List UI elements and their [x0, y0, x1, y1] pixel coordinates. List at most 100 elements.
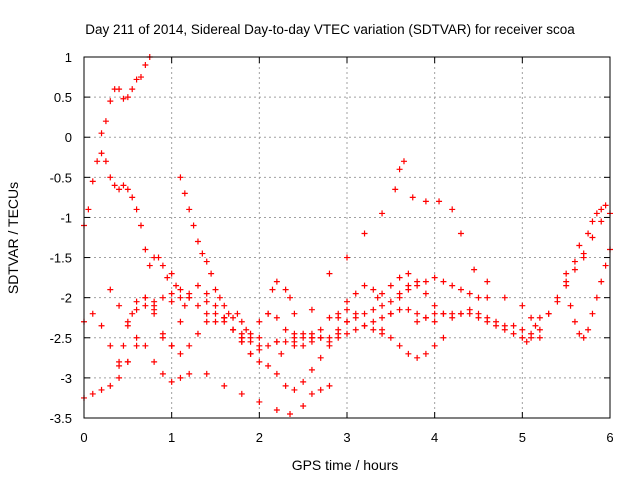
data-point: [576, 330, 583, 337]
data-point: [212, 286, 219, 293]
data-point: [300, 378, 307, 385]
data-point: [475, 294, 482, 301]
data-point: [344, 330, 350, 337]
data-point: [212, 310, 219, 317]
data-point: [120, 342, 127, 349]
data-point: [107, 342, 114, 349]
data-point: [247, 338, 254, 345]
data-point: [194, 238, 201, 245]
data-point: [159, 330, 166, 337]
data-point: [308, 390, 315, 397]
data-point: [510, 330, 517, 337]
data-point: [234, 310, 241, 317]
y-tick-label: -2.5: [50, 331, 72, 346]
data-point: [519, 334, 526, 341]
data-point: [265, 342, 272, 349]
data-point: [186, 206, 193, 213]
data-point: [593, 294, 600, 301]
data-point: [142, 62, 149, 69]
data-point: [431, 302, 438, 309]
data-point: [510, 322, 517, 329]
data-point: [89, 178, 96, 185]
data-point: [273, 338, 280, 345]
data-point: [457, 230, 464, 237]
data-point: [475, 314, 482, 321]
data-point: [177, 318, 184, 325]
data-point: [571, 318, 578, 325]
data-point: [344, 298, 350, 305]
data-point: [466, 310, 473, 317]
series-s5: [81, 342, 333, 417]
data-point: [186, 290, 193, 297]
data-point: [291, 386, 298, 393]
y-tick-label: -0.5: [50, 170, 72, 185]
data-point: [317, 334, 324, 341]
y-tick-label: -1.5: [50, 251, 72, 266]
data-point: [409, 194, 416, 201]
data-point: [379, 210, 386, 217]
data-point: [523, 338, 530, 345]
data-point: [449, 282, 456, 289]
data-point: [300, 334, 307, 341]
data-point: [107, 98, 114, 105]
data-point: [159, 294, 166, 301]
data-point: [440, 310, 447, 317]
data-point: [203, 290, 210, 297]
data-point: [137, 74, 144, 81]
data-point: [282, 326, 289, 333]
x-tick-label: 5: [519, 430, 526, 445]
data-point: [528, 334, 535, 341]
data-point: [199, 250, 206, 257]
data-point: [273, 314, 280, 321]
data-point: [308, 306, 315, 313]
y-tick-label: -1: [60, 210, 72, 225]
data-point: [414, 318, 421, 325]
data-point: [335, 314, 342, 321]
data-point: [422, 198, 429, 205]
data-point: [98, 130, 105, 137]
data-point: [194, 302, 201, 309]
data-point: [111, 182, 118, 189]
data-point: [326, 270, 333, 277]
data-point: [589, 218, 596, 225]
data-point: [422, 278, 429, 285]
data-point: [203, 310, 210, 317]
data-point: [256, 346, 263, 353]
data-point: [580, 334, 587, 341]
data-point: [137, 222, 144, 229]
data-point: [89, 390, 96, 397]
data-point: [379, 326, 386, 333]
data-point: [133, 306, 140, 313]
data-point: [116, 358, 123, 365]
data-point: [545, 310, 552, 317]
data-point: [142, 246, 149, 253]
data-point: [422, 350, 429, 357]
series-s8: [116, 286, 219, 365]
data-point: [300, 342, 307, 349]
data-point: [484, 318, 491, 325]
data-point: [225, 310, 232, 317]
data-point: [243, 326, 250, 333]
data-point: [326, 382, 333, 389]
data-point: [177, 174, 184, 181]
data-point: [168, 342, 175, 349]
data-point: [567, 302, 574, 309]
data-point: [387, 334, 394, 341]
data-point: [400, 158, 407, 165]
data-point: [536, 326, 543, 333]
data-point: [116, 302, 123, 309]
x-tick-label: 0: [80, 430, 87, 445]
data-point: [168, 270, 175, 277]
data-point: [173, 282, 180, 289]
data-point: [471, 266, 478, 273]
data-point: [440, 334, 447, 341]
data-point: [585, 230, 592, 237]
data-point: [151, 358, 158, 365]
data-point: [361, 230, 368, 237]
data-point: [379, 302, 386, 309]
data-point: [203, 318, 210, 325]
y-tick-label: -3: [60, 371, 72, 386]
data-point: [98, 322, 105, 329]
data-point: [361, 322, 368, 329]
data-point: [221, 382, 228, 389]
